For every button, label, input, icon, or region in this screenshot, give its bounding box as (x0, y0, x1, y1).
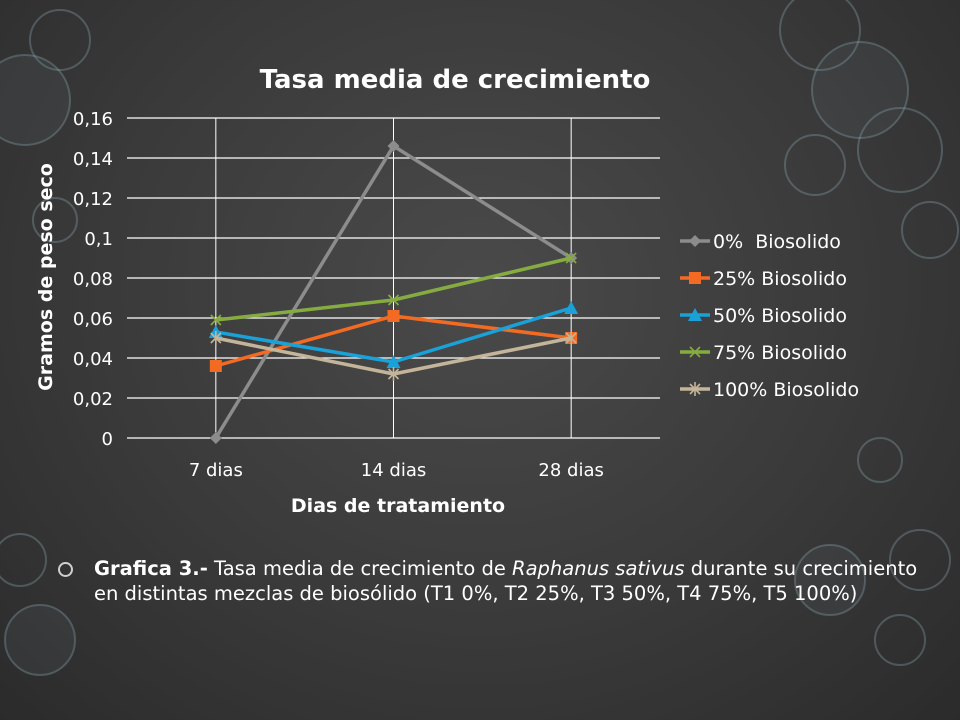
gridlines (127, 117, 660, 439)
data-point (565, 331, 577, 345)
x-axis-label: Dias de tratamiento (291, 495, 505, 517)
legend-item: 25% Biosolido (680, 268, 847, 290)
data-point (209, 432, 222, 444)
legend-label: 100% Biosolido (713, 379, 859, 401)
x-tick-labels: 7 dias 14 dias 28 dias (189, 460, 604, 481)
data-point (386, 355, 401, 368)
series-lines (208, 140, 579, 444)
y-tick-label: 0,12 (73, 189, 113, 210)
y-tick-label: 0,1 (84, 229, 113, 250)
caption-text: Grafica 3.- Tasa media de crecimiento de… (94, 556, 918, 606)
y-axis-label: Gramos de peso seco (35, 163, 57, 391)
legend-item: 50% Biosolido (680, 305, 847, 327)
caption-species: Raphanus sativus (512, 557, 685, 580)
x-tick-label: 14 dias (361, 460, 426, 481)
y-tick-label: 0,08 (73, 269, 113, 290)
data-point (387, 294, 400, 306)
y-tick-label: 0,16 (73, 109, 113, 130)
y-tick-label: 0,04 (73, 349, 113, 370)
data-point (210, 331, 222, 345)
legend-label: 25% Biosolido (713, 268, 847, 290)
data-point (387, 367, 400, 381)
data-point (564, 301, 579, 314)
legend-label: 50% Biosolido (713, 305, 847, 327)
legend: 0% Biosolido 25% Biosolido 50% Biosolido 75… (680, 231, 859, 401)
legend-label: 0% Biosolido (713, 231, 841, 253)
x-tick-label: 7 dias (189, 460, 243, 481)
data-point (387, 140, 400, 152)
figure-caption: Grafica 3.- Tasa media de crecimiento de… (58, 556, 918, 606)
series-5 (210, 331, 577, 381)
series-4 (210, 252, 577, 326)
y-tick-label: 0 (102, 429, 113, 450)
legend-item: 75% Biosolido (680, 342, 847, 364)
caption-text-before: Tasa media de crecimiento de (207, 557, 513, 580)
legend-item: 0% Biosolido (680, 231, 841, 253)
legend-marker (689, 272, 701, 284)
legend-label: 75% Biosolido (713, 342, 847, 364)
y-tick-label: 0,14 (73, 149, 113, 170)
caption-label: Grafica 3.- (94, 557, 208, 580)
legend-item: 100% Biosolido (680, 379, 859, 401)
data-point (565, 252, 577, 264)
legend-marker (689, 382, 701, 396)
caption-text-after: durante su crecimiento en distintas mezc… (94, 557, 918, 605)
data-point (387, 310, 400, 322)
y-tick-label: 0,02 (73, 389, 113, 410)
data-point (209, 360, 222, 372)
legend-marker (689, 346, 701, 358)
y-tick-labels: 0 0,02 0,04 0,06 0,08 0,1 0,12 0,14 0,16 (73, 109, 113, 450)
chart-title: Tasa media de crecimiento (260, 65, 651, 95)
data-point (210, 314, 222, 326)
legend-marker (688, 308, 702, 321)
legend-marker (689, 235, 701, 247)
x-tick-label: 28 dias (538, 460, 603, 481)
bullet-icon (58, 562, 73, 577)
y-tick-label: 0,06 (73, 309, 113, 330)
